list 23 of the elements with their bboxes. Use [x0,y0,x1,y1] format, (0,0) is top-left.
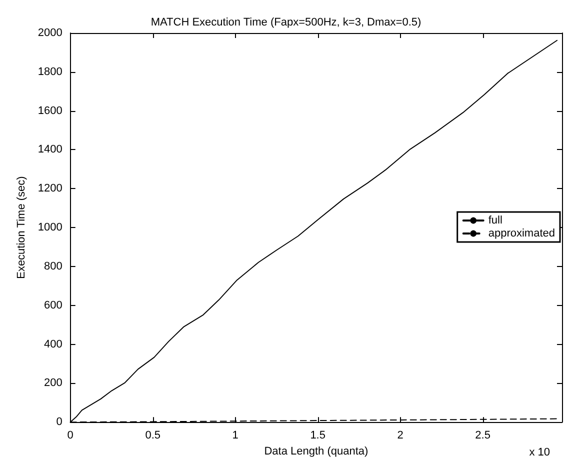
y-tick-label: 2000 [38,27,62,39]
y-tick-label: 1000 [38,222,62,234]
x-tick-label: 1 [232,430,238,442]
legend-label: full [488,214,502,226]
y-tick-label: 800 [44,260,62,272]
x-tick-label: 0 [67,430,74,442]
x-tick-label: 2.5 [475,430,490,442]
y-tick-label: 1200 [38,182,62,195]
legend-label: approximated [488,228,556,240]
y-tick-label: 1400 [38,144,62,156]
y-tick-label: 400 [44,338,62,350]
x-tick-label: 0.5 [145,430,161,442]
text: x 10 [529,446,550,458]
x-tick-label: 1.5 [310,430,326,442]
y-tick-label: 1600 [38,104,62,117]
x-axis-title: Data Length (quanta) [264,446,368,458]
y-tick-label: 600 [44,299,62,312]
y-tick-label: 200 [44,377,62,390]
y-axis-title: Execution Time (sec) [16,176,28,279]
x-tick-label: 2 [397,430,404,442]
y-tick-label: 1800 [38,66,62,78]
y-tick-label: 0 [56,416,62,428]
chart-title: MATCH Execution Time (Fapx=500Hz, k=3, Dmax=0.5) [150,16,422,28]
